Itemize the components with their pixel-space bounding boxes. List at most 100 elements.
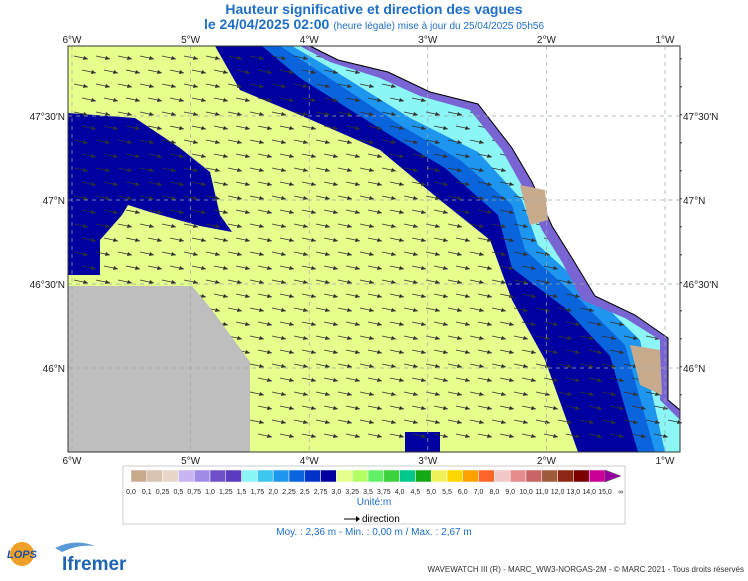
wave-arrow-head bbox=[457, 168, 462, 172]
wave-arrow-head bbox=[369, 140, 374, 144]
wave-arrow-head bbox=[259, 196, 264, 200]
wave-arrow-head bbox=[259, 392, 264, 396]
wave-arrow-head bbox=[105, 168, 110, 172]
wave-arrow-head bbox=[193, 140, 198, 144]
legend-swatch bbox=[430, 469, 448, 483]
wave-arrow-head bbox=[333, 378, 338, 382]
wave-arrow-head bbox=[443, 294, 448, 298]
wave-arrow-head bbox=[245, 182, 250, 186]
wave-arrow-head bbox=[223, 266, 228, 270]
wave-arrow-head bbox=[267, 294, 272, 298]
wave-arrow-head bbox=[523, 224, 528, 228]
legend-swatch bbox=[336, 469, 353, 483]
wave-arrow-head bbox=[391, 84, 396, 88]
legend-label: 1,5 bbox=[237, 489, 247, 496]
wave-arrow-head bbox=[83, 252, 88, 256]
wave-arrow-head bbox=[303, 280, 308, 284]
wave-arrow-head bbox=[127, 224, 132, 228]
wave-arrow-head bbox=[435, 112, 440, 116]
wave-arrow-head bbox=[531, 378, 536, 382]
wave-arrow-head bbox=[245, 154, 250, 158]
wave-arrow-head bbox=[369, 112, 374, 116]
wave-arrow-head bbox=[501, 308, 506, 312]
wave-arrow-head bbox=[465, 182, 470, 186]
wave-arrow-head bbox=[457, 364, 462, 368]
wave-arrow-head bbox=[487, 350, 492, 354]
wave-arrow-head bbox=[501, 168, 506, 172]
wave-arrow-head bbox=[223, 210, 228, 214]
wave-arrow-head bbox=[575, 294, 580, 298]
wave-arrow-head bbox=[135, 126, 140, 130]
wave-arrow-head bbox=[531, 406, 536, 410]
wave-arrow-head bbox=[91, 238, 96, 242]
wave-arrow-head bbox=[413, 308, 418, 312]
wave-arrow-head bbox=[303, 392, 308, 396]
legend-label: 0,0 bbox=[126, 489, 136, 496]
legend-swatch bbox=[162, 469, 179, 483]
wave-arrow-head bbox=[465, 210, 470, 214]
wave-arrow-head bbox=[105, 280, 110, 284]
lon-label-bottom: 1°W bbox=[656, 456, 676, 467]
wave-arrow-head bbox=[619, 322, 624, 326]
wave-arrow-head bbox=[267, 182, 272, 186]
wave-arrow-head bbox=[457, 280, 462, 284]
wave-arrow-head bbox=[611, 392, 616, 396]
legend-label: 0,1 bbox=[142, 489, 152, 496]
wave-arrow-head bbox=[83, 224, 88, 228]
wave-arrow-head bbox=[311, 154, 316, 158]
wave-arrow-head bbox=[479, 392, 484, 396]
wave-arrow-head bbox=[281, 224, 286, 228]
wave-arrow-head bbox=[377, 266, 382, 270]
wave-arrow-head bbox=[377, 154, 382, 158]
legend-label: 14,0 bbox=[582, 489, 596, 496]
wave-arrow-head bbox=[487, 266, 492, 270]
legend-swatch bbox=[509, 469, 527, 483]
wave-arrow-head bbox=[223, 322, 228, 326]
lon-label-bottom: 6°W bbox=[63, 456, 83, 467]
wave-arrow-head bbox=[369, 364, 374, 368]
wave-arrow-head bbox=[391, 224, 396, 228]
wave-arrow-head bbox=[267, 406, 272, 410]
legend-label: 2,5 bbox=[300, 489, 310, 496]
wave-arrow-head bbox=[325, 84, 330, 88]
wave-arrow-head bbox=[377, 294, 382, 298]
wave-arrow-head bbox=[479, 364, 484, 368]
wave-arrow-head bbox=[259, 168, 264, 172]
wave-arrow-head bbox=[267, 350, 272, 354]
lon-label-top: 1°W bbox=[656, 35, 676, 46]
wave-arrow-head bbox=[377, 126, 382, 130]
wave-arrow-head bbox=[355, 434, 360, 438]
wave-arrow-head bbox=[193, 168, 198, 172]
legend-label: 1,25 bbox=[219, 489, 233, 496]
wave-arrow-head bbox=[347, 308, 352, 312]
wave-arrow-head bbox=[91, 70, 96, 74]
wave-arrow-head bbox=[127, 84, 132, 88]
wave-arrow-head bbox=[223, 182, 228, 186]
wave-arrow-head bbox=[289, 434, 294, 438]
wave-arrow-head bbox=[501, 392, 506, 396]
wave-arrow-head bbox=[531, 322, 536, 326]
legend-label: 12,0 bbox=[551, 489, 565, 496]
wave-arrow-head bbox=[157, 238, 162, 242]
wave-arrow-head bbox=[149, 252, 154, 256]
legend-label: 3,0 bbox=[332, 489, 342, 496]
wave-arrow-head bbox=[281, 420, 286, 424]
wave-arrow-head bbox=[215, 224, 220, 228]
legend-swatch bbox=[446, 469, 464, 483]
wave-arrow-head bbox=[435, 280, 440, 284]
wave-arrow-head bbox=[457, 140, 462, 144]
lon-label-bottom: 5°W bbox=[181, 456, 201, 467]
wave-arrow-head bbox=[245, 210, 250, 214]
wave-arrow-head bbox=[149, 280, 154, 284]
wave-arrow-head bbox=[201, 98, 206, 102]
wave-arrow-head bbox=[399, 322, 404, 326]
legend-swatch bbox=[494, 469, 511, 483]
wave-arrow-head bbox=[289, 322, 294, 326]
wave-arrow-head bbox=[553, 434, 558, 438]
wave-arrow-head bbox=[267, 322, 272, 326]
wave-arrow-head bbox=[289, 70, 294, 74]
wave-arrow-head bbox=[259, 252, 264, 256]
wave-arrow-head bbox=[509, 182, 514, 186]
wave-arrow-head bbox=[399, 294, 404, 298]
legend-swatch bbox=[288, 469, 306, 483]
